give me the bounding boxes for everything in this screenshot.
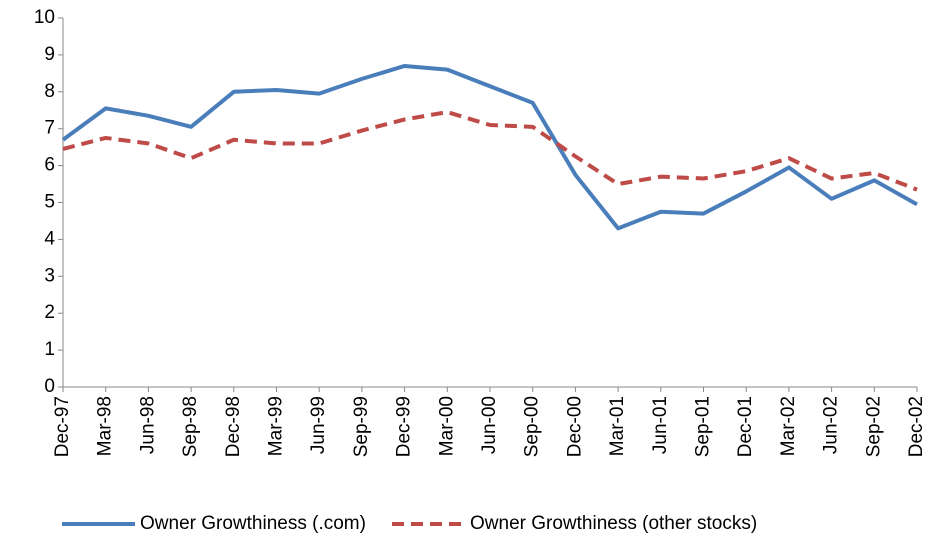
y-tick-label: 5 <box>44 192 55 213</box>
x-tick-label: Jun-01 <box>650 396 671 454</box>
y-tick-label: 6 <box>44 155 55 176</box>
x-tick-label: Dec-00 <box>564 396 585 457</box>
y-tick-label: 0 <box>44 376 55 397</box>
x-tick-label: Dec-01 <box>735 396 756 457</box>
x-tick-label: Sep-99 <box>351 396 372 457</box>
x-tick-label: Mar-98 <box>95 396 116 456</box>
y-tick-label: 4 <box>44 228 55 249</box>
x-tick-label: Sep-02 <box>863 396 884 457</box>
x-tick-label: Mar-00 <box>436 396 457 456</box>
series-line <box>62 110 918 192</box>
y-tick-label: 10 <box>34 7 55 28</box>
x-tick-label: Dec-02 <box>906 396 927 457</box>
y-tick-label: 7 <box>44 118 55 139</box>
y-tick-label: 8 <box>44 81 55 102</box>
series-line <box>61 63 918 231</box>
x-tick-label: Jun-02 <box>821 396 842 454</box>
x-tick-label: Mar-01 <box>607 396 628 456</box>
x-tick-label: Dec-99 <box>394 396 415 457</box>
x-tick-label: Sep-98 <box>180 396 201 457</box>
y-tick-label: 3 <box>44 265 55 286</box>
x-tick-label: Sep-00 <box>522 396 543 457</box>
x-tick-label: Dec-98 <box>223 396 244 457</box>
x-tick-label: Jun-99 <box>308 396 329 454</box>
x-tick-label: Sep-01 <box>693 396 714 457</box>
x-tick-label: Dec-97 <box>52 396 73 457</box>
x-tick-label: Jun-98 <box>137 396 158 454</box>
legend-label: Owner Growthiness (.com) <box>140 513 366 534</box>
y-tick-label: 1 <box>44 339 55 360</box>
legend-label: Owner Growthiness (other stocks) <box>470 513 757 534</box>
x-tick-label: Mar-02 <box>778 396 799 456</box>
x-tick-label: Jun-00 <box>479 396 500 454</box>
x-tick-label: Mar-99 <box>266 396 287 456</box>
y-tick-label: 2 <box>44 302 55 323</box>
y-tick-label: 9 <box>44 44 55 65</box>
